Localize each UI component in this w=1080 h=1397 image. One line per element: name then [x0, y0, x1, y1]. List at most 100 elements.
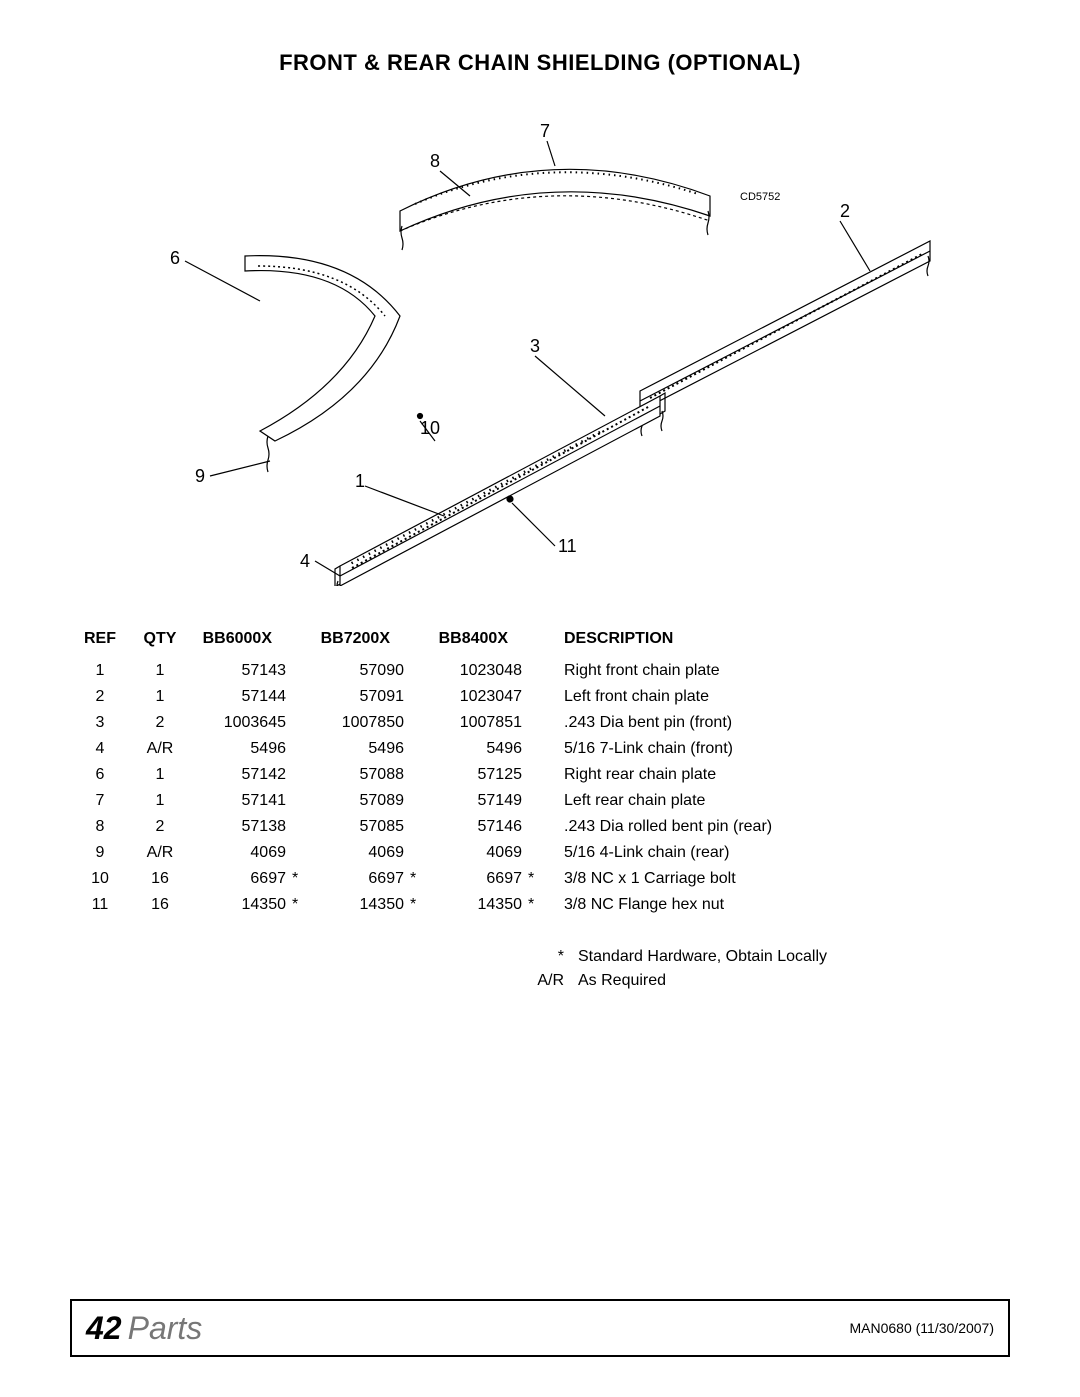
table-row: 111614350*14350*14350*3/8 NC Flange hex … — [70, 892, 1010, 918]
cell-m2: 57090 — [308, 658, 408, 684]
cell-s1: * — [290, 892, 308, 918]
note-sym: A/R — [530, 972, 578, 990]
cell-m1: 14350 — [190, 892, 290, 918]
cell-desc: .243 Dia bent pin (front) — [544, 710, 1010, 736]
note-sym: * — [530, 948, 578, 966]
cell-qty: 2 — [130, 710, 190, 736]
col-ref: REF — [70, 626, 130, 658]
cell-m3: 6697 — [426, 866, 526, 892]
cell-desc: Left rear chain plate — [544, 788, 1010, 814]
cell-ref: 9 — [70, 840, 130, 866]
cell-s3: * — [526, 892, 544, 918]
cell-m1: 57144 — [190, 684, 290, 710]
cell-ref: 11 — [70, 892, 130, 918]
cell-s2 — [408, 814, 426, 840]
cell-m1: 57143 — [190, 658, 290, 684]
cell-s3 — [526, 658, 544, 684]
footer-left: 42 Parts — [86, 1310, 202, 1347]
cell-s2 — [408, 736, 426, 762]
callout-11: 11 — [558, 536, 577, 557]
cell-m3: 14350 — [426, 892, 526, 918]
cell-m2: 57089 — [308, 788, 408, 814]
cell-s1 — [290, 788, 308, 814]
callout-9: 9 — [195, 466, 205, 487]
cell-s2 — [408, 788, 426, 814]
parts-table: REF QTY BB6000X BB7200X BB8400X DESCRIPT… — [70, 626, 1010, 918]
callout-7: 7 — [540, 121, 550, 142]
table-row: 82571385708557146.243 Dia rolled bent pi… — [70, 814, 1010, 840]
cell-qty: 1 — [130, 684, 190, 710]
col-desc: DESCRIPTION — [544, 626, 1010, 658]
cell-m3: 1023048 — [426, 658, 526, 684]
cell-s1 — [290, 840, 308, 866]
cell-desc: 5/16 4-Link chain (rear) — [544, 840, 1010, 866]
cell-s3 — [526, 710, 544, 736]
cell-m1: 57138 — [190, 814, 290, 840]
cell-qty: 16 — [130, 892, 190, 918]
cell-m2: 57088 — [308, 762, 408, 788]
cell-s3 — [526, 788, 544, 814]
cell-qty: 16 — [130, 866, 190, 892]
parts-diagram: 6 9 7 8 2 3 1 4 10 11 CD5752 — [140, 106, 940, 586]
cell-s2 — [408, 710, 426, 736]
note-row: * Standard Hardware, Obtain Locally — [70, 948, 1010, 966]
callout-6: 6 — [170, 248, 180, 269]
cell-ref: 8 — [70, 814, 130, 840]
cell-s3 — [526, 684, 544, 710]
cell-m1: 57142 — [190, 762, 290, 788]
cell-m2: 14350 — [308, 892, 408, 918]
callout-1: 1 — [355, 471, 365, 492]
cell-s2: * — [408, 892, 426, 918]
footer-page-num: 42 — [86, 1310, 122, 1347]
cell-s3 — [526, 762, 544, 788]
cell-desc: Right front chain plate — [544, 658, 1010, 684]
cell-m3: 57149 — [426, 788, 526, 814]
cell-s3 — [526, 736, 544, 762]
cell-s1 — [290, 814, 308, 840]
cell-s3: * — [526, 866, 544, 892]
cell-desc: 5/16 7-Link chain (front) — [544, 736, 1010, 762]
table-row: 61571425708857125Right rear chain plate — [70, 762, 1010, 788]
cell-m3: 4069 — [426, 840, 526, 866]
cell-s2 — [408, 684, 426, 710]
table-row: 9A/R4069406940695/16 4-Link chain (rear) — [70, 840, 1010, 866]
cell-m2: 1007850 — [308, 710, 408, 736]
col-m2: BB7200X — [308, 626, 408, 658]
cell-m1: 6697 — [190, 866, 290, 892]
cell-m3: 57146 — [426, 814, 526, 840]
cell-m2: 5496 — [308, 736, 408, 762]
cell-qty: 1 — [130, 788, 190, 814]
callout-3: 3 — [530, 336, 540, 357]
cell-desc: Left front chain plate — [544, 684, 1010, 710]
cell-desc: 3/8 NC x 1 Carriage bolt — [544, 866, 1010, 892]
cell-s2 — [408, 840, 426, 866]
table-header-row: REF QTY BB6000X BB7200X BB8400X DESCRIPT… — [70, 626, 1010, 658]
table-row: 2157144570911023047Left front chain plat… — [70, 684, 1010, 710]
cell-qty: 1 — [130, 762, 190, 788]
table-row: 71571415708957149Left rear chain plate — [70, 788, 1010, 814]
page: FRONT & REAR CHAIN SHIELDING (OPTIONAL) — [0, 0, 1080, 1397]
callout-8: 8 — [430, 151, 440, 172]
table-row: 1157143570901023048Right front chain pla… — [70, 658, 1010, 684]
cell-s1 — [290, 710, 308, 736]
cell-m2: 6697 — [308, 866, 408, 892]
note-row: A/R As Required — [70, 972, 1010, 990]
callout-4: 4 — [300, 551, 310, 572]
cell-s1 — [290, 736, 308, 762]
cell-m2: 4069 — [308, 840, 408, 866]
cell-m2: 57091 — [308, 684, 408, 710]
callout-2: 2 — [840, 201, 850, 222]
cell-desc: Right rear chain plate — [544, 762, 1010, 788]
cell-ref: 1 — [70, 658, 130, 684]
cell-s2: * — [408, 866, 426, 892]
cell-m3: 1007851 — [426, 710, 526, 736]
cell-qty: 1 — [130, 658, 190, 684]
cell-ref: 2 — [70, 684, 130, 710]
cell-m1: 4069 — [190, 840, 290, 866]
cell-m3: 57125 — [426, 762, 526, 788]
footer-doc: MAN0680 (11/30/2007) — [850, 1320, 995, 1336]
cell-m1: 1003645 — [190, 710, 290, 736]
cell-m1: 5496 — [190, 736, 290, 762]
cell-s3 — [526, 814, 544, 840]
table-row: 10166697*6697*6697*3/8 NC x 1 Carriage b… — [70, 866, 1010, 892]
